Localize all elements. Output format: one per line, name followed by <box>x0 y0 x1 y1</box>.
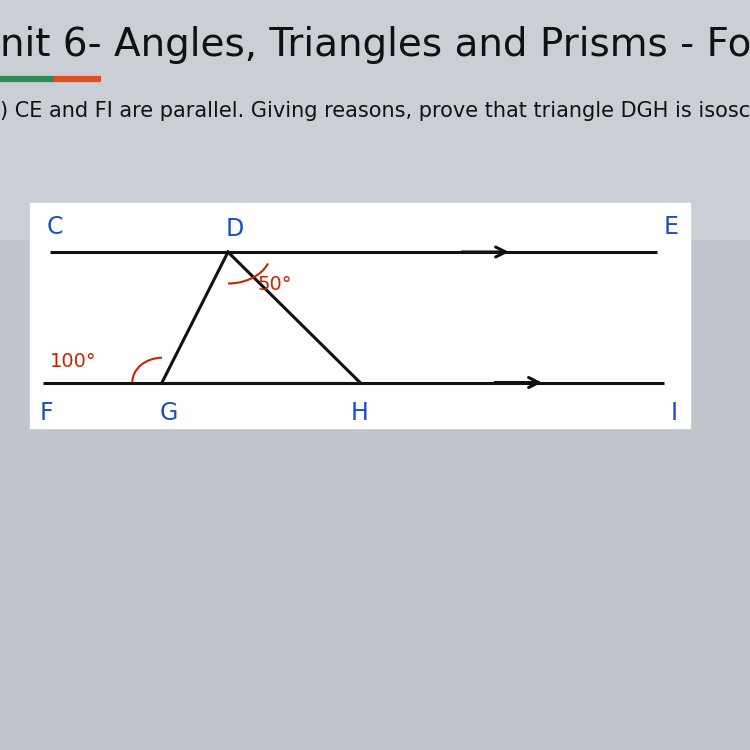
Bar <box>0 240 750 750</box>
Bar <box>30 202 690 427</box>
Text: ) CE and FI are parallel. Giving reasons, prove that triangle DGH is isosceles.: ) CE and FI are parallel. Giving reasons… <box>0 101 750 122</box>
Text: nit 6- Angles, Triangles and Prisms - Form: nit 6- Angles, Triangles and Prisms - Fo… <box>0 26 750 64</box>
Bar <box>0 0 750 240</box>
